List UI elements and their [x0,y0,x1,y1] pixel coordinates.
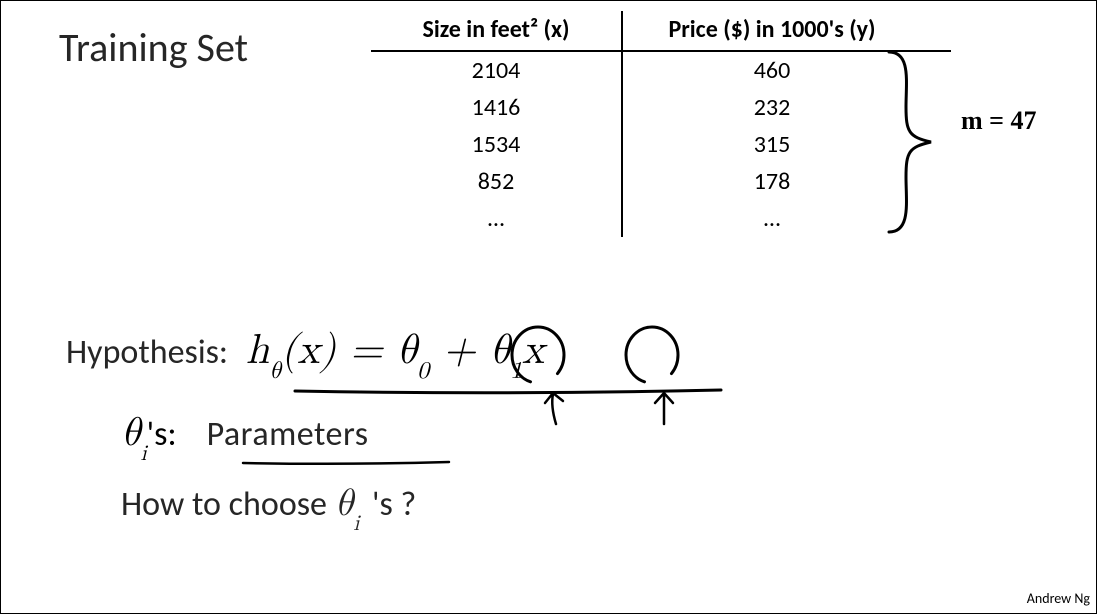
cell-x: 1534 [371,126,621,163]
table-row: 1416 232 [371,89,951,126]
theta-char: θ [335,485,354,523]
circle-annotation-theta0 [505,321,571,392]
brace-icon [881,47,951,242]
theta-inline: θi [335,485,372,523]
hypothesis-formula: hθ(x) = θ0 + θ1x [246,326,544,380]
header-y: Price ($) in 1000's (y) [621,11,921,50]
theta0: θ [397,330,418,372]
sub-i: i [141,443,147,465]
cell-x: 1416 [371,89,621,126]
var-h: h [246,330,269,372]
m-annotation: m = 47 [961,106,1036,136]
theta-char: θ [121,413,141,453]
table-row: 2104 460 [371,52,951,89]
theta-i-symbol: θi's: [121,409,177,461]
cell-y: 178 [621,163,921,200]
table-row: 852 178 [371,163,951,200]
hypothesis-label: Hypothesis: [66,332,228,373]
cell-x: 2104 [371,52,621,89]
training-set-table: Size in feet² (x) Price ($) in 1000's (y… [371,11,951,237]
arrow-up-icon [541,389,571,434]
table-row: 1534 315 [371,126,951,163]
parameters-underline [241,453,451,472]
howto-line: How to choose θi 's ? [121,481,416,531]
sub-zero: 0 [417,359,429,383]
arrow-up-icon [649,389,679,434]
cell-y: 460 [621,52,921,89]
cell-x: 852 [371,163,621,200]
parameters-label: Parameters [207,414,369,455]
slide-title: Training Set [59,23,248,72]
sub-theta: θ [269,359,281,383]
circle-annotation-theta1 [619,321,685,392]
header-x: Size in feet² (x) [371,11,621,50]
cell-x: … [371,200,621,237]
equals: = [336,330,397,372]
hypothesis-section: Hypothesis: hθ(x) = θ0 + θ1x [66,326,544,380]
close-paren: ) [320,330,336,372]
open-paren: ( [281,330,297,372]
table-header: Size in feet² (x) Price ($) in 1000's (y… [371,11,951,52]
var-x: x [297,330,319,372]
cell-y: 232 [621,89,921,126]
cell-y: 315 [621,126,921,163]
table-row: … … [371,200,951,237]
theta-suffix: 's: [147,414,177,455]
cell-y: … [621,200,921,237]
howto-suffix: 's ? [372,484,416,525]
attribution-label: Andrew Ng [1027,590,1090,607]
sub-i: i [353,513,359,535]
howto-prefix: How to choose [121,484,335,525]
plus: + [429,330,490,372]
